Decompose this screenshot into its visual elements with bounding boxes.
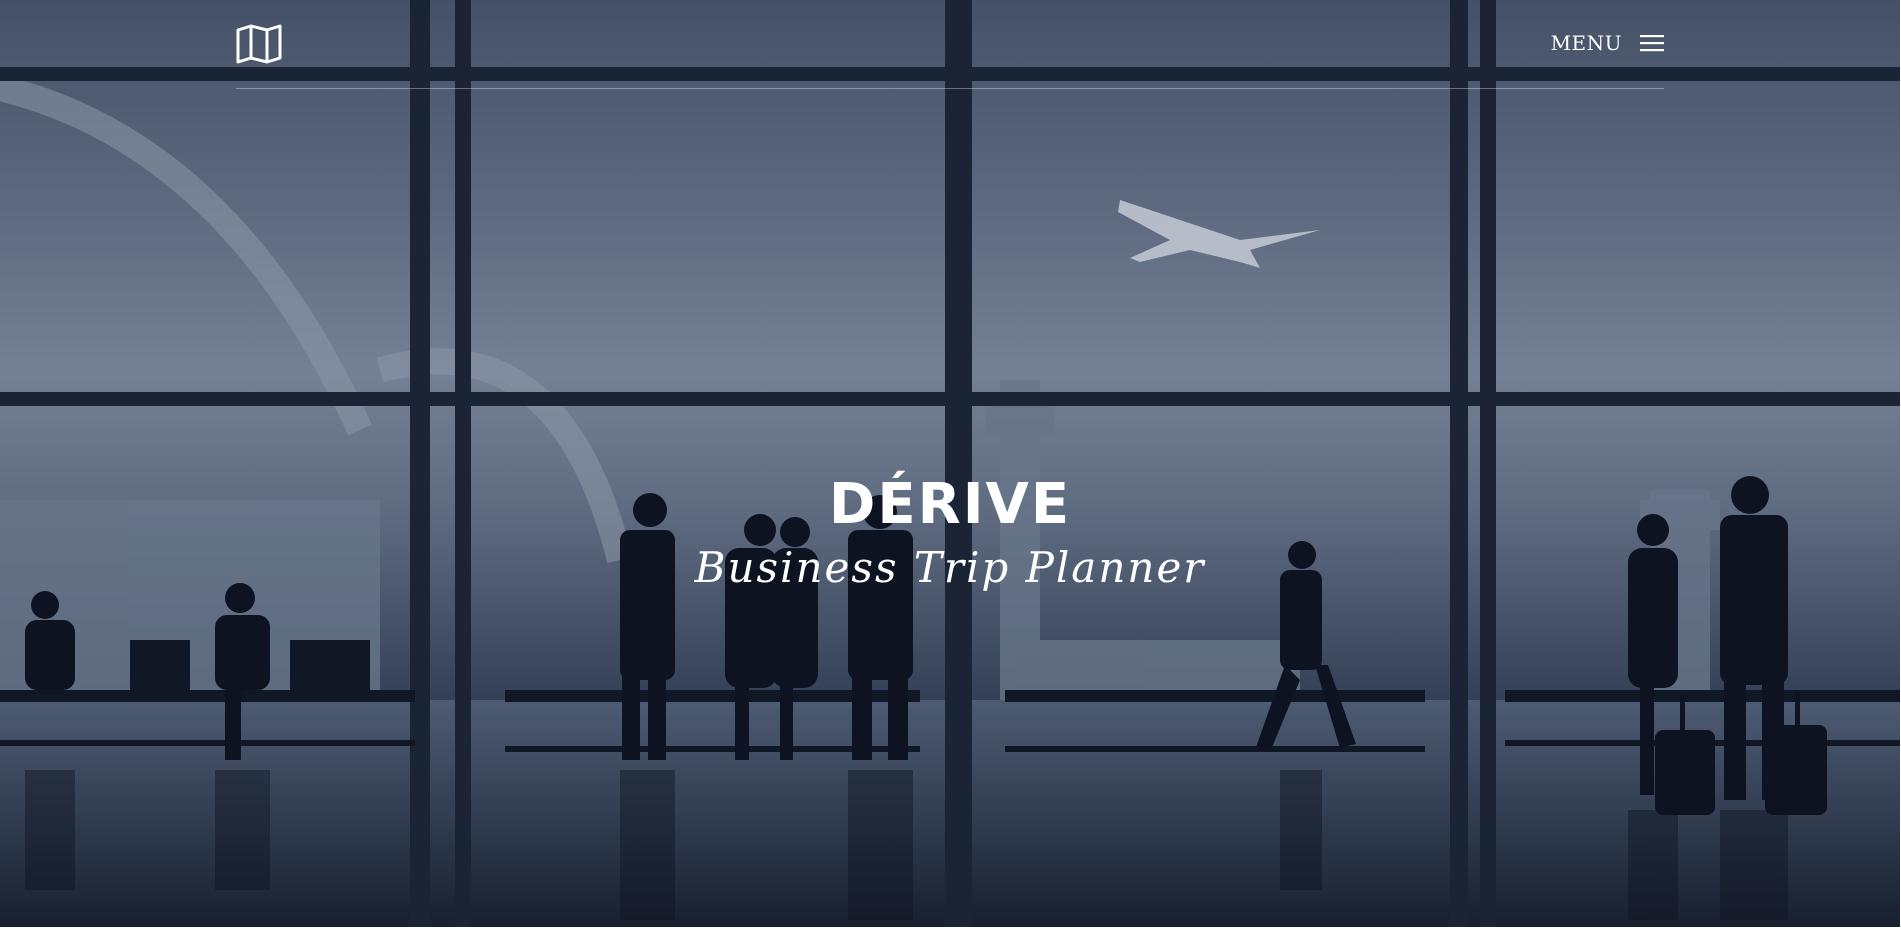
- hamburger-icon: [1640, 35, 1664, 52]
- map-icon: [236, 24, 282, 64]
- logo-link[interactable]: [236, 24, 282, 64]
- hero-title: DÉRIVE: [828, 472, 1072, 537]
- top-navbar: MENU: [236, 0, 1664, 89]
- hero-text-block: DÉRIVE Business Trip Planner: [0, 470, 1900, 596]
- menu-label: MENU: [1550, 31, 1622, 55]
- menu-button[interactable]: MENU: [1551, 26, 1664, 60]
- hero-subtitle: Business Trip Planner: [694, 543, 1206, 592]
